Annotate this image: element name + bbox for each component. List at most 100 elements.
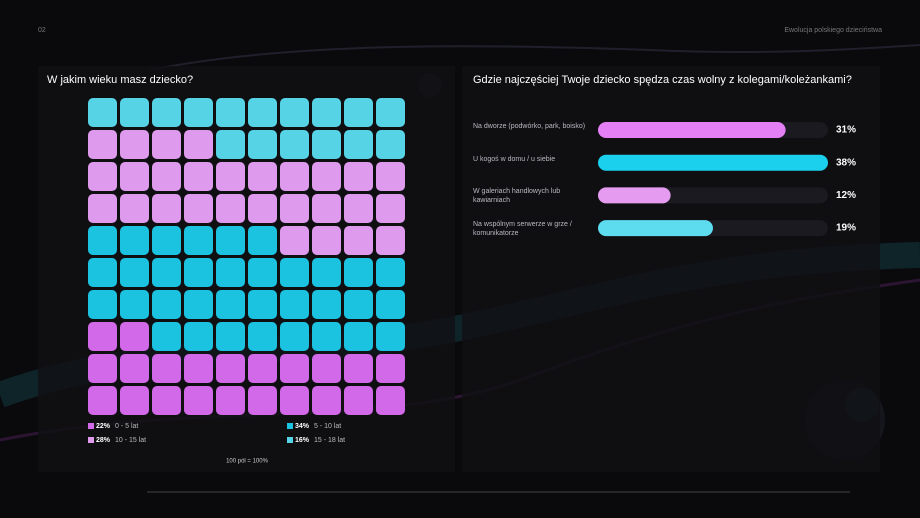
waffle-cell	[312, 162, 341, 191]
waffle-cell	[312, 354, 341, 383]
waffle-cell	[88, 162, 117, 191]
legend-swatch	[88, 437, 94, 443]
bar	[598, 122, 786, 138]
page-number: 02	[38, 27, 46, 34]
waffle-cell	[344, 194, 373, 223]
waffle-cell	[248, 386, 277, 415]
waffle-cell	[280, 226, 309, 255]
legend-label: 5 - 10 lat	[314, 423, 341, 430]
waffle-cell	[344, 98, 373, 127]
waffle-cell	[248, 258, 277, 287]
waffle-cell	[184, 354, 213, 383]
waffle-cell	[152, 354, 181, 383]
waffle-cell	[184, 322, 213, 351]
waffle-cell	[312, 258, 341, 287]
waffle-cell	[184, 130, 213, 159]
waffle-cell	[88, 386, 117, 415]
waffle-cell	[280, 130, 309, 159]
waffle-cell	[344, 386, 373, 415]
waffle-cell	[312, 290, 341, 319]
waffle-cell	[280, 258, 309, 287]
legend-value: 28%	[96, 437, 111, 444]
waffle-cell	[344, 258, 373, 287]
waffle-cell	[280, 354, 309, 383]
waffle-cell	[216, 386, 245, 415]
waffle-cell	[184, 258, 213, 287]
bar-value: 38%	[836, 157, 856, 168]
legend-label: 15 - 18 lat	[314, 437, 345, 444]
waffle-cell	[120, 322, 149, 351]
waffle-cell	[344, 226, 373, 255]
bar-label: Na wspólnym serwerze w grze / komunikato…	[473, 221, 572, 238]
bar	[598, 187, 671, 204]
waffle-cell	[184, 162, 213, 191]
bar-value: 12%	[836, 190, 856, 201]
waffle-cell	[120, 98, 149, 127]
waffle-cell	[216, 162, 245, 191]
waffle-cell	[216, 194, 245, 223]
waffle-cell	[152, 322, 181, 351]
waffle-cell	[248, 98, 277, 127]
waffle-cell	[280, 98, 309, 127]
waffle-cell	[376, 194, 405, 223]
waffle-cell	[120, 226, 149, 255]
waffle-cell	[216, 226, 245, 255]
waffle-cell	[376, 98, 405, 127]
legend-swatch	[88, 423, 94, 429]
note: 100 pól = 100%	[226, 459, 269, 465]
waffle-cell	[120, 258, 149, 287]
waffle-cell	[280, 386, 309, 415]
waffle-cell	[312, 386, 341, 415]
waffle-cell	[88, 322, 117, 351]
waffle-cell	[120, 354, 149, 383]
legend-value: 16%	[295, 437, 310, 444]
bar	[598, 220, 713, 237]
waffle-cell	[152, 290, 181, 319]
waffle-cell	[376, 354, 405, 383]
waffle-cell	[184, 194, 213, 223]
waffle-cell	[248, 226, 277, 255]
waffle-cell	[376, 226, 405, 255]
waffle-cell	[152, 162, 181, 191]
waffle-cell	[248, 194, 277, 223]
waffle-cell	[184, 386, 213, 415]
waffle-cell	[120, 194, 149, 223]
chart-title: W jakim wieku masz dziecko?	[47, 74, 193, 86]
waffle-cell	[248, 322, 277, 351]
legend-label: 10 - 15 lat	[115, 437, 146, 444]
waffle-cell	[248, 162, 277, 191]
waffle-cell	[312, 322, 341, 351]
waffle-cell	[184, 290, 213, 319]
waffle-cell	[88, 98, 117, 127]
waffle-cell	[248, 130, 277, 159]
waffle-cell	[120, 162, 149, 191]
waffle-cell	[376, 386, 405, 415]
waffle-cell	[152, 258, 181, 287]
waffle-cell	[376, 258, 405, 287]
waffle-cell	[216, 354, 245, 383]
bar-value: 19%	[836, 223, 856, 234]
legend-value: 22%	[96, 423, 111, 430]
legend-label: 0 - 5 lat	[115, 423, 138, 430]
legend-value: 34%	[295, 423, 310, 430]
waffle-cell	[88, 354, 117, 383]
waffle-cell	[216, 130, 245, 159]
waffle-cell	[120, 386, 149, 415]
waffle-cell	[376, 162, 405, 191]
bar-label: W galeriach handlowych lub kawiarniach	[473, 188, 561, 205]
waffle-cell	[88, 130, 117, 159]
waffle-cell	[88, 290, 117, 319]
waffle-cell	[312, 98, 341, 127]
waffle-cell	[344, 322, 373, 351]
waffle-cell	[248, 354, 277, 383]
waffle-cell	[152, 194, 181, 223]
waffle-cell	[184, 98, 213, 127]
waffle-cell	[88, 258, 117, 287]
waffle-cell	[344, 354, 373, 383]
waffle-cell	[376, 322, 405, 351]
waffle-cell	[312, 130, 341, 159]
waffle-cell	[376, 130, 405, 159]
waffle-cell	[216, 98, 245, 127]
